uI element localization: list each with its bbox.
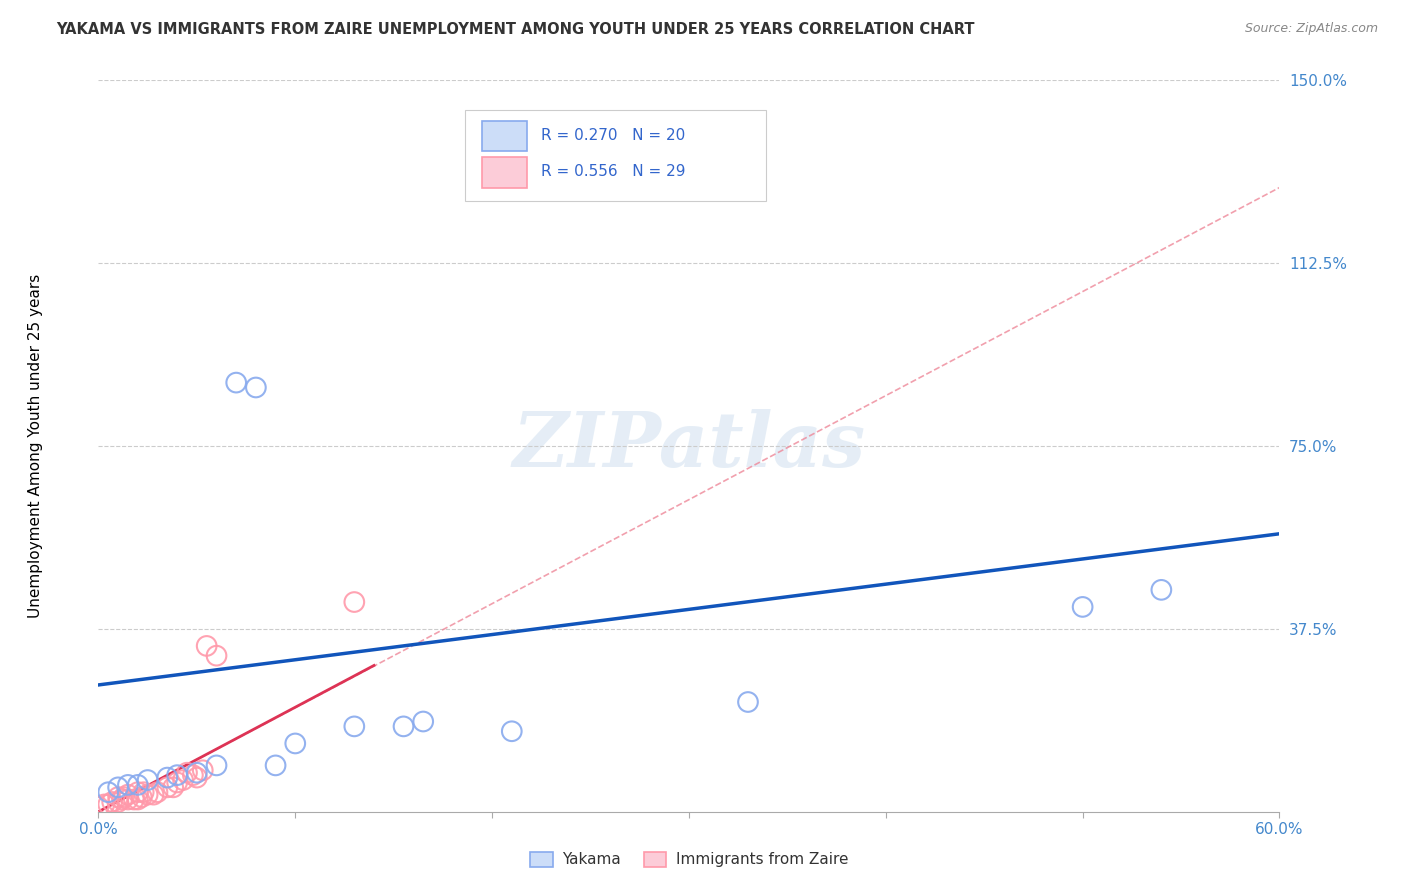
Point [122, 792, 145, 806]
Point [264, 758, 287, 772]
Text: YAKAMA VS IMMIGRANTS FROM ZAIRE UNEMPLOYMENT AMONG YOUTH UNDER 25 YEARS CORRELAT: YAKAMA VS IMMIGRANTS FROM ZAIRE UNEMPLOY… [56, 22, 974, 37]
Point [245, 380, 267, 394]
Point [1150, 582, 1173, 597]
Point [136, 772, 159, 787]
Point [166, 775, 188, 789]
Point [176, 765, 198, 780]
Point [107, 780, 129, 795]
FancyBboxPatch shape [464, 110, 766, 201]
Point [412, 714, 434, 729]
Text: Unemployment Among Youth under 25 years: Unemployment Among Youth under 25 years [28, 274, 42, 618]
Point [191, 764, 214, 778]
Point [284, 736, 307, 750]
Point [172, 772, 194, 787]
Text: R = 0.556   N = 29: R = 0.556 N = 29 [541, 164, 686, 179]
Point [162, 780, 184, 795]
FancyBboxPatch shape [482, 157, 527, 188]
Point [93, 797, 115, 812]
Point [107, 790, 129, 805]
Point [146, 785, 169, 799]
Point [501, 724, 523, 739]
Point [1071, 599, 1094, 614]
Point [156, 771, 179, 785]
Point [127, 792, 149, 806]
Point [205, 758, 228, 772]
Point [117, 788, 139, 802]
Point [87, 800, 110, 814]
Point [117, 792, 139, 806]
Point [131, 790, 153, 805]
Point [166, 768, 188, 782]
Point [101, 795, 124, 809]
Point [737, 695, 759, 709]
Point [136, 788, 159, 802]
Text: Source: ZipAtlas.com: Source: ZipAtlas.com [1244, 22, 1378, 36]
Point [97, 797, 120, 812]
Point [117, 778, 139, 792]
Point [392, 719, 415, 733]
Point [132, 785, 155, 799]
Point [107, 795, 129, 809]
Legend: Yakama, Immigrants from Zaire: Yakama, Immigrants from Zaire [523, 846, 855, 873]
Point [186, 765, 208, 780]
Point [112, 790, 135, 805]
Point [205, 648, 228, 663]
Point [127, 785, 149, 799]
Point [186, 771, 208, 785]
Point [195, 639, 218, 653]
Point [156, 780, 179, 795]
Point [181, 768, 204, 782]
Point [225, 376, 247, 390]
Text: ZIPatlas: ZIPatlas [512, 409, 866, 483]
Point [343, 595, 366, 609]
Point [142, 788, 165, 802]
Point [343, 719, 366, 733]
Text: R = 0.270   N = 20: R = 0.270 N = 20 [541, 128, 686, 143]
Point [127, 778, 149, 792]
Point [111, 792, 134, 806]
FancyBboxPatch shape [482, 120, 527, 152]
Point [97, 785, 120, 799]
